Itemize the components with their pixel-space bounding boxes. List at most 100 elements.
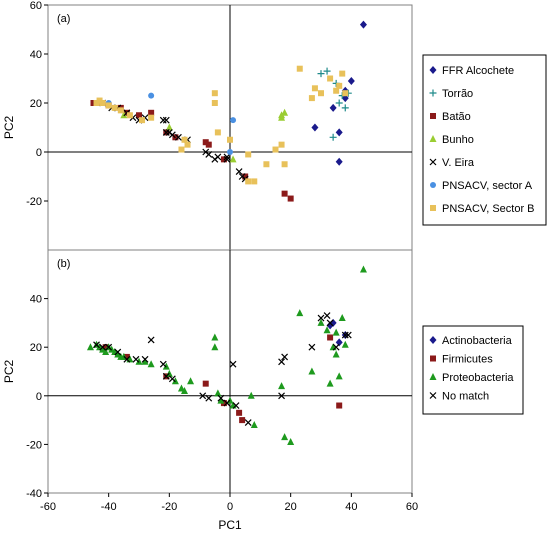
- data-point: [171, 377, 179, 385]
- data-point: [332, 350, 340, 358]
- y-tick-label: 20: [30, 98, 42, 110]
- y-tick-label: -20: [26, 196, 42, 208]
- data-point: [341, 331, 349, 339]
- legend-marker: [429, 66, 437, 74]
- data-point: [339, 70, 346, 77]
- legend-marker: [430, 113, 436, 119]
- legend-entry-label: Batão: [442, 111, 471, 123]
- data-point: [232, 402, 240, 409]
- data-point: [244, 419, 252, 426]
- data-point: [105, 102, 112, 109]
- legend-marker: [429, 158, 437, 166]
- data-point: [227, 136, 233, 143]
- x-tick-label: 0: [227, 501, 233, 513]
- x-axis-label: PC1: [218, 518, 242, 532]
- legend-marker: [430, 355, 436, 362]
- data-point: [214, 153, 222, 161]
- data-point: [335, 157, 343, 166]
- data-point: [93, 341, 100, 349]
- legend-entry-label: PNSACV, Sector B: [442, 203, 535, 215]
- data-point: [217, 394, 225, 402]
- data-point: [235, 168, 243, 176]
- legend-marker: [429, 135, 437, 142]
- data-point: [141, 355, 149, 363]
- data-point: [162, 128, 170, 136]
- data-point: [181, 136, 188, 143]
- x-tick-label: -40: [101, 501, 117, 513]
- data-point: [332, 328, 340, 336]
- legend-entry-label: No match: [442, 391, 489, 403]
- y-tick-label: 0: [36, 391, 42, 403]
- data-point: [229, 360, 237, 368]
- data-point: [272, 146, 279, 153]
- data-point: [132, 355, 140, 363]
- data-point: [245, 151, 252, 158]
- data-point: [287, 195, 294, 202]
- data-point: [165, 123, 173, 131]
- data-point: [281, 433, 289, 441]
- legend-entry-label: Torrão: [442, 88, 473, 100]
- legend-marker: [429, 89, 437, 97]
- legend-entry-label: V. Eira: [442, 157, 475, 169]
- y-tick-label: 40: [30, 49, 42, 61]
- data-point: [181, 386, 188, 394]
- data-point: [162, 362, 170, 370]
- data-point: [250, 420, 258, 428]
- y-tick-label: -20: [26, 439, 42, 451]
- data-point: [168, 131, 176, 139]
- x-tick-label: -20: [161, 501, 177, 513]
- legend: FFR Alcochete Torrão Batão Bunho V. Eira PNSA…: [422, 54, 547, 226]
- data-point: [123, 355, 131, 363]
- data-point: [338, 314, 346, 322]
- data-point: [211, 333, 219, 341]
- data-point: [247, 391, 255, 399]
- data-point: [147, 360, 155, 368]
- data-point: [326, 321, 334, 330]
- data-point: [227, 149, 233, 155]
- data-point: [327, 75, 334, 82]
- data-point: [114, 348, 122, 356]
- data-point: [278, 141, 285, 148]
- data-point: [229, 155, 237, 163]
- series-torr-o: [317, 67, 352, 141]
- data-point: [214, 129, 221, 136]
- data-point: [317, 70, 325, 78]
- data-point: [308, 95, 315, 102]
- data-point: [341, 340, 349, 348]
- legend-entry-label: Firmicutes: [442, 354, 493, 366]
- data-point: [341, 104, 349, 112]
- data-point: [336, 402, 343, 409]
- data-point: [278, 111, 286, 119]
- data-point: [311, 123, 319, 132]
- data-point: [159, 360, 167, 368]
- series-bat-o: [90, 100, 294, 202]
- data-point: [287, 437, 295, 445]
- data-point: [147, 336, 155, 344]
- series-no-match: [93, 312, 352, 426]
- data-point: [211, 100, 218, 106]
- data-point: [141, 357, 149, 365]
- data-point: [148, 109, 155, 116]
- data-point: [230, 117, 237, 124]
- x-tick-label: 20: [285, 501, 297, 513]
- x-tick-label: -60: [40, 501, 56, 513]
- y-tick-label: 0: [36, 147, 42, 159]
- panel-label: (b): [57, 258, 70, 270]
- data-point: [93, 100, 100, 106]
- panel-label: (a): [57, 13, 70, 25]
- data-point: [99, 343, 107, 351]
- legend-marker: [429, 373, 437, 380]
- data-point: [202, 139, 209, 146]
- data-point: [327, 334, 334, 341]
- data-point: [242, 173, 249, 180]
- data-point: [148, 92, 155, 99]
- data-point: [135, 357, 143, 365]
- y-axis-label: PC2: [2, 360, 16, 384]
- data-point: [245, 178, 252, 185]
- data-point: [168, 375, 176, 383]
- y-axis-label: PC2: [2, 116, 16, 140]
- data-point: [326, 319, 334, 327]
- data-point: [120, 111, 128, 119]
